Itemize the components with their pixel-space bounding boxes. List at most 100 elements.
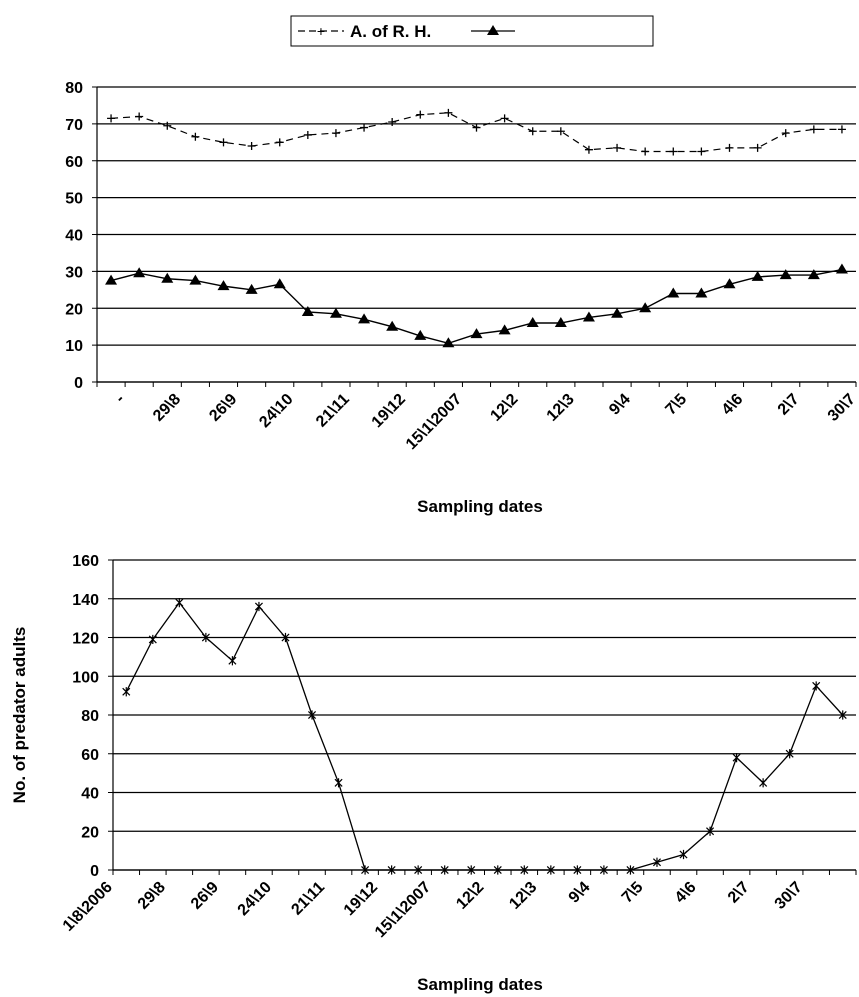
x-tick-label: 21\11 [288, 879, 328, 919]
data-point [281, 632, 290, 643]
data-point [444, 108, 453, 117]
data-point [303, 130, 312, 139]
x-tick-label: 26\9 [206, 391, 240, 425]
data-point [107, 114, 116, 123]
data-point [470, 328, 483, 339]
data-point [573, 865, 582, 875]
y-tick-label: 0 [90, 863, 99, 880]
x-tick-label: 12\3 [506, 879, 540, 913]
data-point [161, 272, 174, 283]
data-point [217, 280, 230, 291]
x-tick-labels: 1\8\2006 29\8 26\9 24\10 21\11 19\1215\1\2007… [60, 879, 806, 941]
y-axis-title: No. of predator adults [10, 627, 29, 804]
data-point [219, 138, 228, 147]
data-point [697, 147, 706, 156]
data-point [228, 656, 237, 666]
data-point [245, 283, 258, 294]
data-point [334, 778, 343, 788]
data-point [556, 127, 565, 136]
data-point [679, 849, 688, 860]
series-line [125, 601, 844, 871]
y-tick-label: 40 [65, 228, 83, 245]
grid [108, 559, 857, 875]
x-tick-label: 12\3 [544, 391, 578, 425]
data-point [414, 865, 423, 875]
data-point [546, 865, 555, 875]
data-point [807, 269, 820, 280]
data-point [105, 274, 118, 285]
x-tick-label: 12\2 [453, 879, 487, 913]
y-tick-label: 120 [72, 631, 99, 648]
series-temp [105, 263, 848, 348]
data-point [613, 143, 622, 152]
y-tick-label: 50 [65, 191, 83, 208]
x-axis-title: Sampling dates [417, 975, 543, 994]
data-point [838, 710, 847, 720]
y-tick-label: 40 [81, 786, 99, 803]
data-point [493, 865, 502, 875]
data-point [835, 263, 848, 274]
legend-rh-label: A. of R. H. [350, 22, 431, 41]
data-point [467, 865, 476, 875]
x-tick-label: 7\5 [662, 391, 690, 419]
chart-predators: 0 20 40 60 80 100 120 140 160 1\8\2006 29\8 26\9 24… [10, 553, 857, 994]
x-tick-label: 2\7 [775, 391, 803, 419]
data-point [301, 305, 314, 316]
data-point [639, 302, 652, 313]
data-point [201, 632, 210, 643]
data-point [652, 857, 662, 867]
data-point [360, 123, 369, 132]
x-tick-label: 4\6 [672, 879, 700, 907]
legend-temp-marker [487, 25, 499, 35]
y-tick-label: 60 [81, 747, 99, 764]
data-point [753, 143, 762, 152]
data-point [809, 125, 818, 134]
data-point [582, 311, 595, 322]
series-rh [107, 108, 846, 156]
x-tick-label: 12\2 [487, 391, 521, 425]
x-tick-label: 24\10 [235, 879, 275, 919]
data-point [528, 127, 537, 136]
x-tick-label: 29\8 [135, 879, 169, 913]
data-point [732, 753, 741, 763]
data-point [751, 270, 764, 281]
x-tick-label: - [112, 391, 128, 407]
data-point [273, 278, 286, 289]
y-tick-label: 160 [72, 553, 99, 570]
x-tick-label: 9\4 [606, 391, 634, 419]
y-tick-label: 0 [74, 375, 83, 392]
x-tick-label: 15\1\2007 [372, 879, 434, 941]
data-point [611, 307, 624, 318]
data-point [361, 865, 370, 875]
data-point [500, 114, 509, 123]
data-point [725, 143, 734, 152]
data-point [837, 125, 846, 134]
y-tick-label: 30 [65, 264, 83, 281]
data-point [695, 287, 708, 298]
data-point [641, 147, 650, 156]
x-tick-label: 26\9 [188, 879, 222, 913]
data-point [414, 329, 427, 340]
data-point [667, 287, 680, 298]
data-point [148, 634, 157, 645]
data-point [584, 145, 593, 154]
data-point [329, 307, 342, 318]
data-point [472, 123, 481, 132]
data-point [781, 129, 790, 138]
y-tick-label: 20 [81, 824, 99, 841]
data-point [388, 118, 397, 127]
data-point [247, 142, 256, 150]
data-point [163, 121, 172, 130]
x-tick-label: 30\7 [772, 879, 806, 913]
x-tick-label: 1\8\2006 [60, 879, 116, 935]
data-point [386, 320, 399, 331]
series-line [111, 112, 842, 153]
y-tick-label: 100 [72, 669, 99, 686]
x-tick-label: 2\7 [725, 879, 753, 907]
x-axis-title: Sampling dates [417, 497, 543, 516]
data-point [706, 826, 715, 836]
data-point [191, 132, 200, 141]
y-tick-label: 70 [65, 117, 83, 134]
data-point [254, 601, 263, 612]
